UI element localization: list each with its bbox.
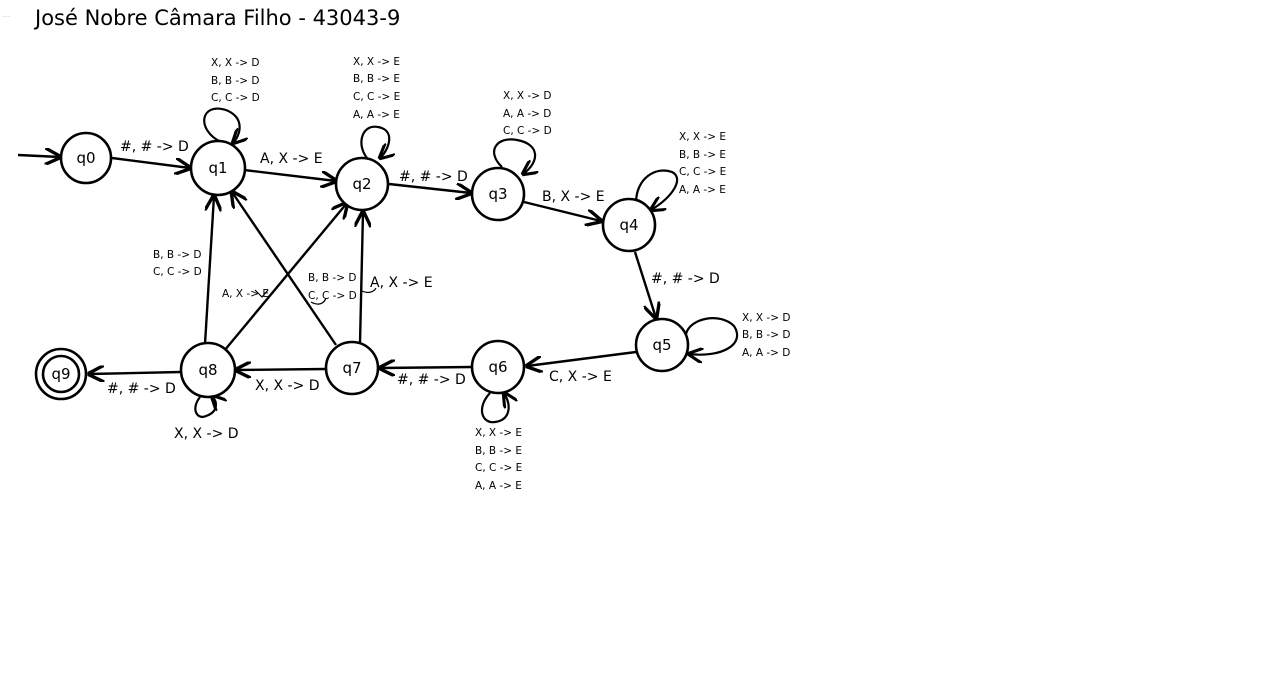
edge-q6-q7 <box>380 367 473 368</box>
loop-label-q4: X, X -> E B, B -> E C, C -> E A, A -> E <box>679 131 726 196</box>
loop-q5 <box>684 317 739 355</box>
state-q0: q0 <box>59 131 113 185</box>
svg-text:C, C -> E: C, C -> E <box>679 166 726 178</box>
label-q0-q1: #, # -> D <box>120 139 189 155</box>
label-q6-q7: #, # -> D <box>397 372 466 388</box>
label-hook-q7-q2 <box>361 287 377 294</box>
state-q2: q2 <box>334 156 390 212</box>
edge-q7-q1 <box>232 192 337 346</box>
label-q7-q1-line-1: B, B -> D <box>308 272 356 284</box>
loop-label-q6: X, X -> E B, B -> E C, C -> E A, A -> E <box>475 427 522 492</box>
svg-text:q0: q0 <box>76 149 95 167</box>
svg-text:X, X -> E: X, X -> E <box>475 427 522 439</box>
state-q6: q6 <box>470 339 526 395</box>
loop-q3 <box>493 138 535 174</box>
edge-q8-q1 <box>203 196 214 345</box>
loop-label-q3: X, X -> D A, A -> D C, C -> D <box>503 90 552 137</box>
svg-text:q2: q2 <box>352 175 371 193</box>
label-q5-q6: C, X -> E <box>549 369 612 385</box>
label-hook-q7-q1 <box>310 297 327 305</box>
loop-label-q1: X, X -> D B, B -> D C, C -> D <box>211 57 260 104</box>
state-q1: q1 <box>189 139 247 197</box>
edge-q8-q2 <box>223 203 347 352</box>
state-q7: q7 <box>324 340 380 396</box>
edge-q2-q3 <box>388 182 471 193</box>
state-q8: q8 <box>179 341 237 399</box>
svg-text:X, X -> D: X, X -> D <box>742 312 790 324</box>
svg-text:q9: q9 <box>51 365 70 383</box>
svg-text:B, B -> E: B, B -> E <box>475 445 522 457</box>
label-q7-q2: A, X -> E <box>370 275 433 291</box>
loop-q1 <box>203 107 239 143</box>
loop-label-q2: X, X -> E B, B -> E C, C -> E A, A -> E <box>353 56 400 121</box>
loop-q8 <box>194 396 216 418</box>
svg-text:B, B -> D: B, B -> D <box>211 75 259 87</box>
svg-text:C, C -> E: C, C -> E <box>475 462 522 474</box>
svg-text:A, A -> E: A, A -> E <box>353 109 400 121</box>
svg-text:q3: q3 <box>488 185 507 203</box>
svg-text:q4: q4 <box>619 216 638 234</box>
label-q1-q2: A, X -> E <box>260 151 323 167</box>
edge-q7-q2 <box>360 212 363 344</box>
edge-q1-q2 <box>243 168 336 181</box>
svg-text:C, C -> E: C, C -> E <box>353 91 400 103</box>
edge-q8-q9 <box>89 372 182 374</box>
label-q4-q5: #, # -> D <box>651 271 720 287</box>
state-q4: q4 <box>601 197 657 253</box>
svg-text:A, A -> E: A, A -> E <box>679 184 726 196</box>
svg-text:q8: q8 <box>198 361 217 379</box>
svg-text:X, X -> D: X, X -> D <box>211 57 259 69</box>
state-q9-accepting: q9 <box>34 347 88 401</box>
label-q2-q3: #, # -> D <box>399 169 468 185</box>
label-q8-q2: A, X -> E <box>222 288 269 300</box>
start-arrow <box>17 155 60 157</box>
edge-q3-q4 <box>523 200 601 221</box>
label-q3-q4: B, X -> E <box>542 189 605 205</box>
state-q3: q3 <box>470 166 526 222</box>
svg-text:X, X -> E: X, X -> E <box>353 56 400 68</box>
svg-text:q6: q6 <box>488 358 507 376</box>
svg-text:q1: q1 <box>208 159 227 177</box>
loop-label-q8: X, X -> D <box>174 426 239 442</box>
corner-mark: -- <box>2 9 11 23</box>
label-q8-q1-line-1: B, B -> D <box>153 249 201 261</box>
edge-q4-q5 <box>633 251 656 318</box>
loop-q4 <box>634 169 679 210</box>
svg-text:q7: q7 <box>342 359 361 377</box>
svg-text:B, B -> D: B, B -> D <box>742 329 790 341</box>
loop-q2 <box>360 125 389 158</box>
state-q5: q5 <box>634 317 690 373</box>
edge-q5-q6 <box>527 350 637 366</box>
loop-q6 <box>480 393 509 424</box>
label-q8-q9: #, # -> D <box>107 381 176 397</box>
svg-text:B, B -> E: B, B -> E <box>353 73 400 85</box>
svg-text:A, A -> D: A, A -> D <box>742 347 790 359</box>
svg-text:A, A -> D: A, A -> D <box>503 108 551 120</box>
loop-label-q5: X, X -> D B, B -> D A, A -> D <box>742 312 790 359</box>
svg-text:C, C -> D: C, C -> D <box>503 125 552 137</box>
svg-text:A, A -> E: A, A -> E <box>475 480 522 492</box>
edge-q0-q1 <box>111 156 190 168</box>
edge-q7-q8 <box>236 369 327 370</box>
svg-text:q5: q5 <box>652 336 671 354</box>
svg-text:C, C -> D: C, C -> D <box>211 92 260 104</box>
svg-text:B, B -> E: B, B -> E <box>679 149 726 161</box>
label-hook-q8-q2 <box>254 289 269 298</box>
label-q8-q1-line-2: C, C -> D <box>153 266 202 278</box>
svg-text:X, X -> D: X, X -> D <box>503 90 551 102</box>
label-q7-q8: X, X -> D <box>255 378 320 394</box>
label-q7-q1-line-2: C, C -> D <box>308 290 357 302</box>
page-title: José Nobre Câmara Filho - 43043-9 <box>33 6 400 30</box>
svg-text:X, X -> E: X, X -> E <box>679 131 726 143</box>
